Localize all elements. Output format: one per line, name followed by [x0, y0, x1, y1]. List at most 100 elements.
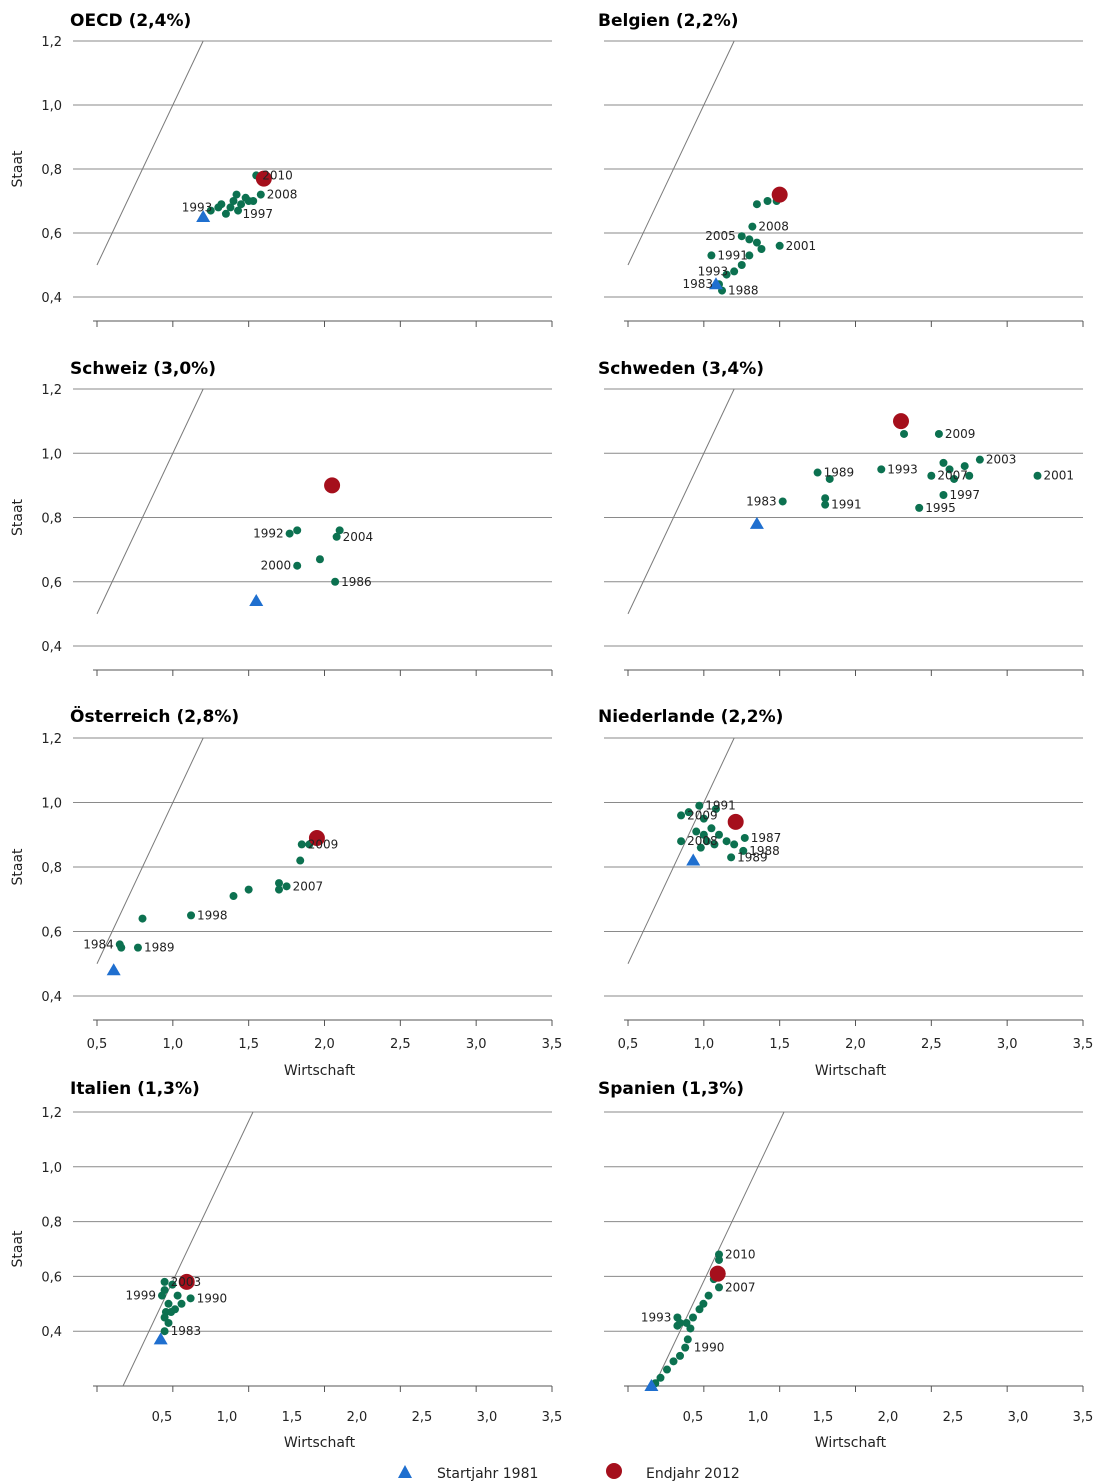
- panel-6: Italien (1,3%) 0,4 0,6 0,8 1,0 1,2 Staat 0,5 1,0…: [10, 1079, 562, 1451]
- y-axis-label: Staat: [10, 150, 26, 188]
- end-marker: [178, 1273, 195, 1290]
- data-point: [237, 200, 246, 209]
- legend-end-label: Endjahr 2012: [646, 1466, 740, 1482]
- year-label: 1989: [824, 466, 855, 480]
- data-point: [282, 882, 291, 891]
- start-marker: [749, 516, 764, 529]
- data-point: [739, 846, 748, 855]
- panel-2: Schweiz (3,0%) 0,4 0,6 0,8 1,0 1,2 Staat 1992 20…: [10, 359, 553, 676]
- end-marker: [709, 1265, 726, 1282]
- data-point: [160, 1327, 169, 1336]
- data-point: [669, 1357, 678, 1366]
- data-point: [737, 261, 746, 269]
- data-point: [702, 837, 711, 846]
- x-tick-label: 3,0: [466, 1037, 487, 1052]
- data-point: [229, 197, 238, 205]
- data-point: [187, 911, 196, 920]
- data-point: [677, 811, 686, 820]
- y-tick-label: 0,8: [41, 512, 62, 527]
- y-tick-label: 0,8: [41, 1216, 62, 1231]
- year-label: 1986: [341, 575, 372, 589]
- year-label: 2001: [786, 239, 817, 253]
- equality-line: [96, 388, 204, 615]
- data-point: [821, 500, 830, 509]
- data-point: [1033, 471, 1042, 480]
- x-tick-label: 2,5: [390, 1037, 411, 1052]
- data-point: [683, 1335, 692, 1344]
- x-tick-label: 3,0: [477, 1410, 498, 1425]
- data-point: [730, 267, 739, 276]
- data-point: [775, 241, 784, 250]
- panel-4: Österreich (2,8%) 0,4 0,6 0,8 1,0 1,2 Staat 0,5…: [10, 705, 562, 1079]
- y-tick-label: 0,6: [41, 227, 62, 242]
- data-point: [825, 474, 834, 483]
- panel-5: Niederlande (2,2%) 0,5 1,0 1,5 2,0 2,5 3,0 3,5 W…: [598, 707, 1093, 1079]
- y-tick-label: 1,0: [41, 797, 62, 812]
- y-axis-label: Staat: [10, 848, 26, 886]
- data-point: [696, 843, 705, 852]
- x-tick-label: 3,5: [1073, 1410, 1094, 1425]
- x-tick-label: 0,5: [87, 1037, 108, 1052]
- data-point: [686, 1324, 695, 1333]
- x-tick-label: 3,0: [997, 1037, 1018, 1052]
- data-point: [275, 879, 283, 888]
- data-point: [975, 455, 984, 464]
- year-label: 2010: [725, 1247, 756, 1261]
- data-point: [164, 1299, 173, 1308]
- data-point: [167, 1308, 176, 1317]
- end-marker: [255, 170, 272, 187]
- data-point: [915, 503, 924, 512]
- legend-start-label: Startjahr 1981: [437, 1466, 538, 1482]
- x-tick-label: 1,5: [813, 1410, 834, 1425]
- x-axis-label: Wirtschaft: [284, 1435, 356, 1451]
- start-marker: [106, 963, 121, 976]
- year-label: 1993: [698, 264, 729, 278]
- data-point: [877, 465, 886, 474]
- panel-title: OECD (2,4%): [70, 11, 191, 31]
- x-tick-label: 2,0: [347, 1410, 368, 1425]
- data-point: [684, 808, 693, 817]
- equality-line: [96, 40, 204, 266]
- data-point: [332, 532, 341, 541]
- data-point: [673, 1321, 682, 1330]
- data-point: [748, 222, 757, 231]
- year-label: 1991: [717, 248, 748, 262]
- panel-title: Schweiz (3,0%): [70, 359, 216, 379]
- x-tick-label: 1,0: [748, 1410, 769, 1425]
- data-point: [715, 1250, 723, 1259]
- data-point: [656, 1373, 665, 1382]
- year-label: 1991: [705, 799, 736, 813]
- year-label: 2009: [308, 837, 339, 851]
- panel-title: Österreich (2,8%): [70, 705, 239, 727]
- data-point: [704, 1291, 713, 1300]
- year-label: 2008: [267, 188, 298, 202]
- data-point: [950, 474, 959, 483]
- legend-end-marker: [606, 1463, 622, 1479]
- data-point: [752, 238, 761, 247]
- legend-start-marker: [398, 1465, 412, 1478]
- data-point: [939, 458, 948, 467]
- data-point: [229, 892, 238, 901]
- year-label: 1988: [728, 284, 759, 298]
- data-point: [217, 200, 226, 209]
- x-axis-label: Wirtschaft: [815, 1435, 887, 1451]
- y-axis-label: Staat: [10, 498, 26, 536]
- data-point: [234, 206, 243, 215]
- year-label: 1997: [243, 207, 274, 221]
- data-point: [927, 471, 936, 480]
- y-tick-label: 1,0: [41, 447, 62, 462]
- x-tick-label: 3,0: [1008, 1410, 1029, 1425]
- y-tick-label: 0,4: [41, 990, 62, 1005]
- data-point: [813, 468, 822, 477]
- start-marker: [686, 853, 701, 866]
- x-tick-label: 0,5: [683, 1410, 704, 1425]
- data-point: [168, 1280, 177, 1289]
- data-point: [695, 801, 704, 810]
- year-label: 2003: [171, 1275, 202, 1289]
- data-point: [335, 526, 344, 535]
- y-axis-label: Staat: [10, 1230, 26, 1268]
- data-point: [715, 830, 723, 839]
- panel-0: OECD (2,4%) 0,4 0,6 0,8 1,0 1,2 Staat 2010 2008 1…: [10, 11, 553, 327]
- equality-line: [653, 1111, 785, 1387]
